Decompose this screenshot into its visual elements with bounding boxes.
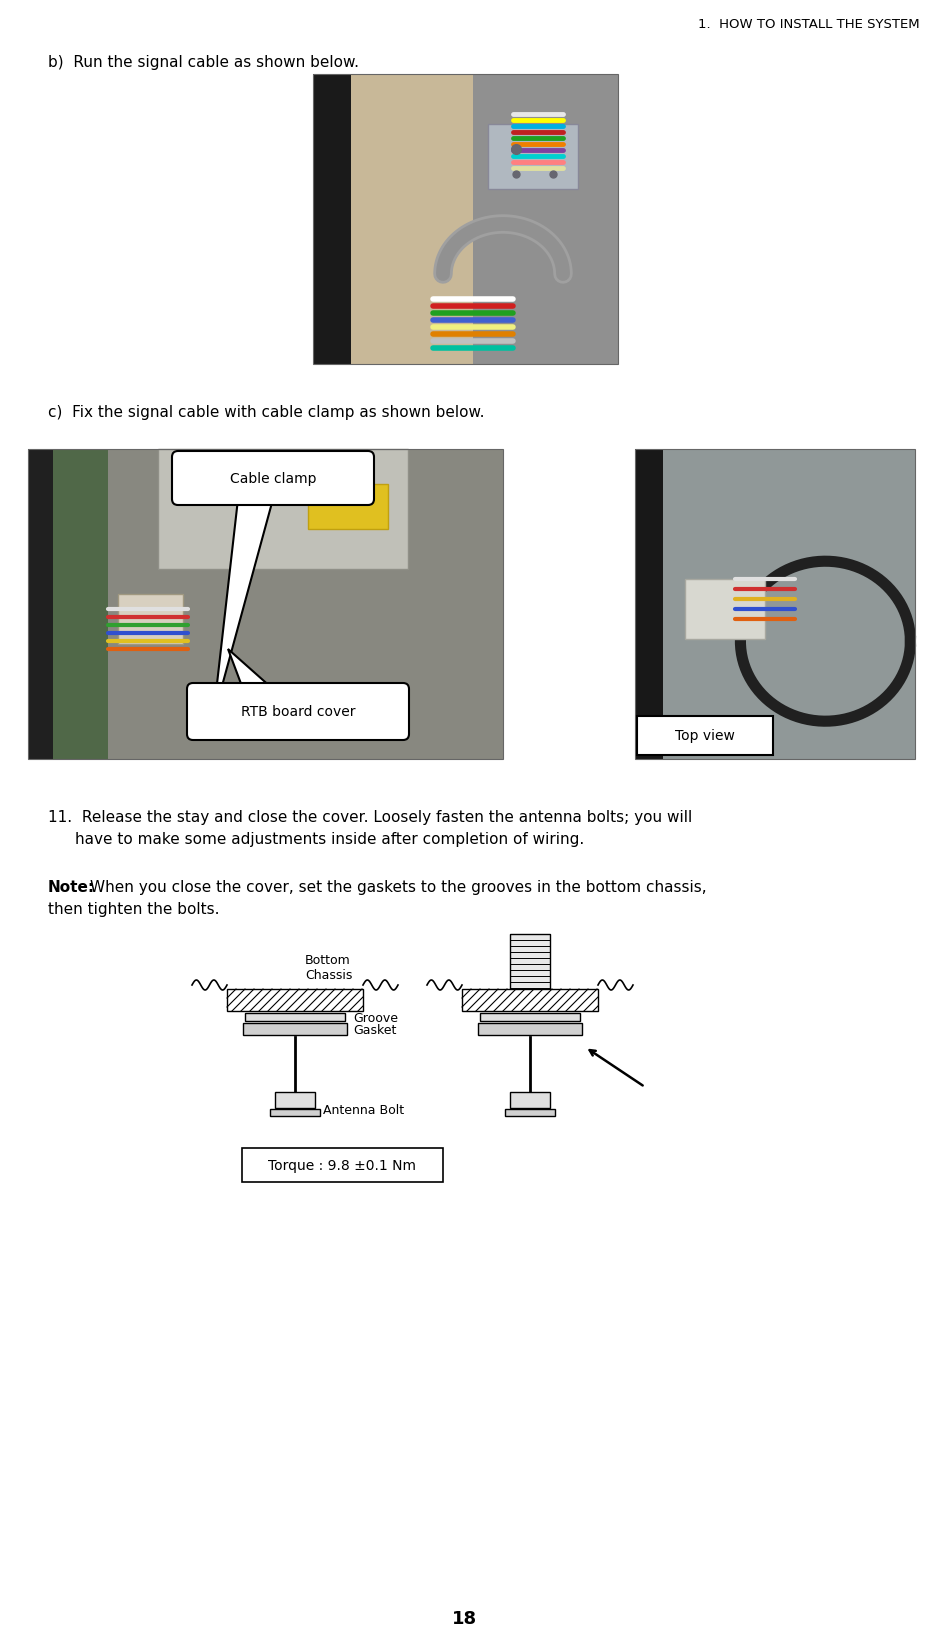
Text: have to make some adjustments inside after completion of wiring.: have to make some adjustments inside aft… [75, 831, 585, 846]
FancyBboxPatch shape [245, 1013, 345, 1021]
FancyBboxPatch shape [28, 449, 503, 759]
FancyBboxPatch shape [351, 75, 618, 365]
FancyBboxPatch shape [172, 452, 374, 506]
FancyBboxPatch shape [108, 449, 503, 759]
Text: c)  Fix the signal cable with cable clamp as shown below.: c) Fix the signal cable with cable clamp… [48, 405, 484, 420]
Polygon shape [213, 500, 273, 720]
FancyBboxPatch shape [242, 1149, 443, 1182]
Text: RTB board cover: RTB board cover [241, 705, 356, 720]
Text: then tighten the bolts.: then tighten the bolts. [48, 901, 220, 916]
FancyBboxPatch shape [473, 75, 618, 365]
Text: Antenna Bolt: Antenna Bolt [323, 1103, 404, 1116]
Text: Top view: Top view [675, 729, 735, 742]
FancyBboxPatch shape [685, 580, 765, 639]
Text: 18: 18 [452, 1609, 478, 1628]
Polygon shape [228, 649, 273, 690]
Text: Gasket: Gasket [353, 1024, 397, 1037]
FancyBboxPatch shape [275, 1092, 315, 1108]
Text: 11.  Release the stay and close the cover. Loosely fasten the antenna bolts; you: 11. Release the stay and close the cover… [48, 810, 693, 824]
FancyBboxPatch shape [308, 485, 388, 529]
Text: Cable clamp: Cable clamp [230, 472, 317, 485]
Text: b)  Run the signal cable as shown below.: b) Run the signal cable as shown below. [48, 56, 359, 70]
FancyBboxPatch shape [118, 595, 183, 644]
Text: Groove: Groove [353, 1011, 398, 1024]
FancyBboxPatch shape [313, 75, 618, 365]
FancyBboxPatch shape [243, 1023, 347, 1036]
FancyBboxPatch shape [187, 683, 409, 741]
FancyBboxPatch shape [462, 990, 598, 1011]
Text: 1.  HOW TO INSTALL THE SYSTEM: 1. HOW TO INSTALL THE SYSTEM [698, 18, 920, 31]
FancyBboxPatch shape [478, 1023, 582, 1036]
Text: Bottom
Chassis: Bottom Chassis [305, 954, 352, 982]
FancyBboxPatch shape [28, 449, 108, 759]
FancyBboxPatch shape [505, 1110, 555, 1116]
FancyBboxPatch shape [510, 934, 550, 990]
FancyBboxPatch shape [510, 1092, 550, 1108]
FancyBboxPatch shape [635, 449, 663, 759]
FancyBboxPatch shape [488, 125, 578, 190]
FancyBboxPatch shape [663, 449, 915, 759]
FancyBboxPatch shape [158, 449, 408, 570]
FancyBboxPatch shape [637, 716, 773, 756]
FancyBboxPatch shape [313, 75, 351, 365]
FancyBboxPatch shape [227, 990, 363, 1011]
FancyBboxPatch shape [270, 1110, 320, 1116]
Text: Torque : 9.8 ±0.1 Nm: Torque : 9.8 ±0.1 Nm [268, 1159, 416, 1172]
FancyBboxPatch shape [480, 1013, 580, 1021]
FancyBboxPatch shape [635, 449, 915, 759]
Text: Note:: Note: [48, 880, 95, 895]
FancyBboxPatch shape [28, 449, 53, 759]
Text: When you close the cover, set the gaskets to the grooves in the bottom chassis,: When you close the cover, set the gasket… [90, 880, 707, 895]
